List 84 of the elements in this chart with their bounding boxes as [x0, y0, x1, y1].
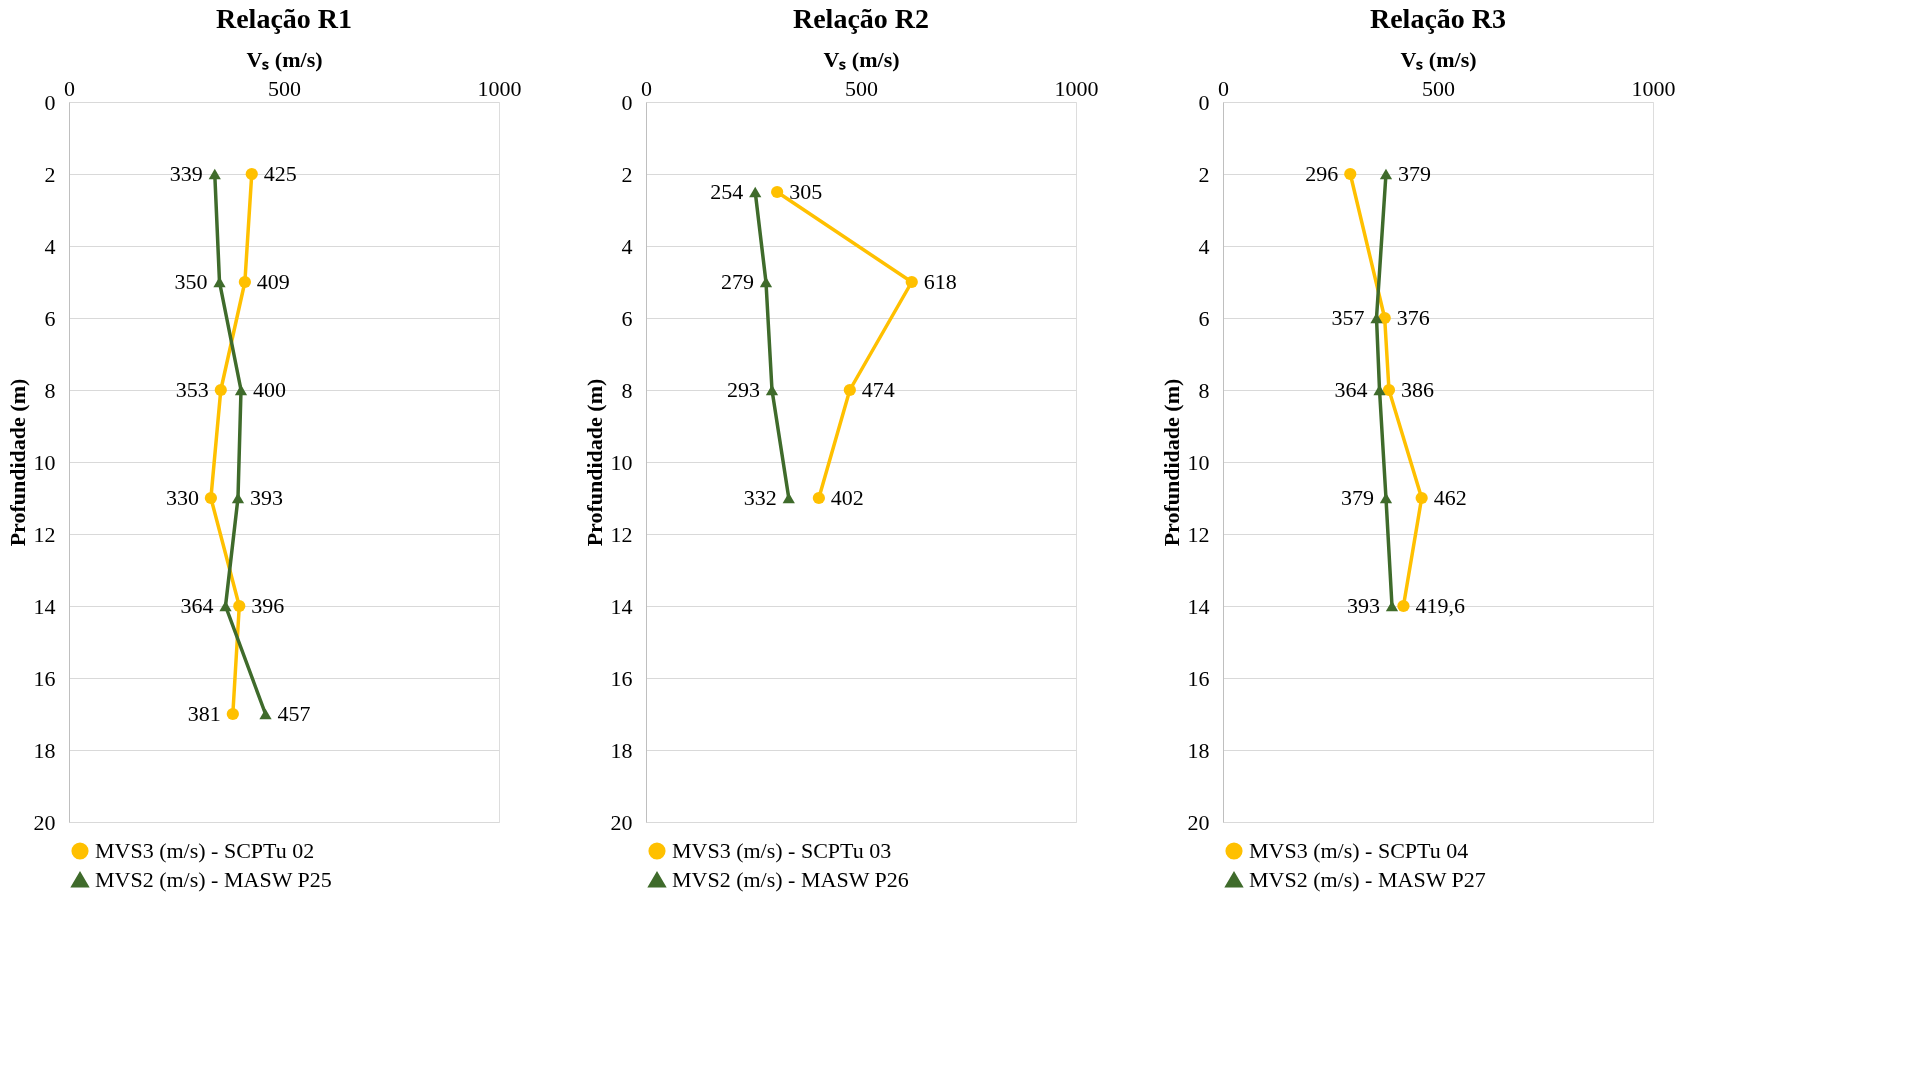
x-tick-label: 0	[64, 75, 75, 101]
y-tick-label: 16	[33, 665, 56, 691]
y-tick-label: 12	[33, 521, 56, 547]
data-label: 618	[923, 269, 957, 294]
legend-label: MVS2 (m/s) - MASW P25	[95, 867, 332, 892]
y-axis-title: Profundidade (m)	[1158, 378, 1184, 547]
y-tick-label: 20	[33, 809, 56, 835]
y-tick-label: 18	[610, 737, 633, 763]
x-tick-label: 1000	[1631, 75, 1676, 101]
y-tick-label: 8	[1198, 377, 1210, 403]
data-label: 402	[830, 485, 864, 510]
data-label: 400	[253, 377, 286, 402]
x-tick-label: 1000	[1054, 75, 1099, 101]
y-tick-label: 6	[621, 305, 633, 331]
data-label: 339	[169, 161, 203, 186]
data-label: 425	[263, 161, 297, 186]
chart-title: Relação R1	[215, 3, 353, 34]
y-tick-label: 18	[1187, 737, 1210, 763]
data-label: 376	[1396, 305, 1430, 330]
legend-label: MVS3 (m/s) - SCPTu 03	[672, 838, 892, 863]
x-tick-label: 500	[845, 75, 878, 101]
data-label: 381	[187, 701, 221, 726]
data-label: 474	[861, 377, 895, 402]
x-axis-title: Vₛ (m/s)	[246, 46, 323, 72]
chart-title: Relação R2	[792, 3, 930, 34]
data-label: 305	[789, 179, 823, 204]
data-label: 393	[1346, 593, 1380, 618]
data-label: 409	[256, 269, 290, 294]
y-tick-label: 6	[1198, 305, 1210, 331]
data-label: 353	[175, 377, 209, 402]
y-tick-label: 4	[44, 233, 56, 259]
data-label: 379	[1397, 161, 1431, 186]
y-tick-label: 8	[44, 377, 56, 403]
x-axis-title: Vₛ (m/s)	[823, 46, 900, 72]
legend-label: MVS3 (m/s) - SCPTu 04	[1249, 838, 1469, 863]
y-tick-label: 10	[33, 449, 56, 475]
x-tick-label: 0	[1218, 75, 1229, 101]
y-tick-label: 16	[610, 665, 633, 691]
data-label: 396	[251, 593, 285, 618]
y-tick-label: 12	[1187, 521, 1210, 547]
y-tick-label: 4	[1198, 233, 1210, 259]
y-tick-label: 10	[610, 449, 633, 475]
y-tick-label: 14	[1187, 593, 1210, 619]
y-tick-label: 10	[1187, 449, 1210, 475]
data-label: 293	[726, 377, 760, 402]
y-axis-title: Profundidade (m)	[581, 378, 607, 547]
x-tick-label: 1000	[477, 75, 522, 101]
data-label: 457	[277, 701, 311, 726]
data-label: 393	[249, 485, 283, 510]
data-label: 364	[180, 593, 214, 618]
data-label: 357	[1331, 305, 1365, 330]
y-tick-label: 16	[1187, 665, 1210, 691]
y-tick-label: 2	[1198, 161, 1210, 187]
data-label: 419,6	[1415, 593, 1465, 618]
legend-label: MVS3 (m/s) - SCPTu 02	[95, 838, 315, 863]
data-label: 330	[165, 485, 199, 510]
y-tick-label: 2	[621, 161, 633, 187]
data-label: 386	[1400, 377, 1434, 402]
y-tick-label: 12	[610, 521, 633, 547]
chart-title: Relação R3	[1369, 3, 1507, 34]
x-tick-label: 500	[268, 75, 301, 101]
data-label: 279	[720, 269, 754, 294]
data-label: 462	[1433, 485, 1467, 510]
data-label: 350	[174, 269, 208, 294]
x-axis-title: Vₛ (m/s)	[1400, 46, 1477, 72]
y-tick-label: 2	[44, 161, 56, 187]
y-tick-label: 4	[621, 233, 633, 259]
y-tick-label: 8	[621, 377, 633, 403]
x-tick-label: 0	[641, 75, 652, 101]
x-tick-label: 500	[1422, 75, 1455, 101]
y-tick-label: 14	[33, 593, 56, 619]
y-tick-label: 14	[610, 593, 633, 619]
data-label: 332	[743, 485, 777, 510]
y-tick-label: 18	[33, 737, 56, 763]
legend-label: MVS2 (m/s) - MASW P26	[672, 867, 909, 892]
y-tick-label: 20	[1187, 809, 1210, 835]
data-label: 254	[710, 179, 744, 204]
legend-label: MVS2 (m/s) - MASW P27	[1249, 867, 1486, 892]
y-tick-label: 6	[44, 305, 56, 331]
y-axis-title: Profundidade (m)	[4, 378, 30, 547]
data-label: 364	[1334, 377, 1368, 402]
data-label: 379	[1340, 485, 1374, 510]
data-label: 296	[1305, 161, 1339, 186]
y-tick-label: 20	[610, 809, 633, 835]
